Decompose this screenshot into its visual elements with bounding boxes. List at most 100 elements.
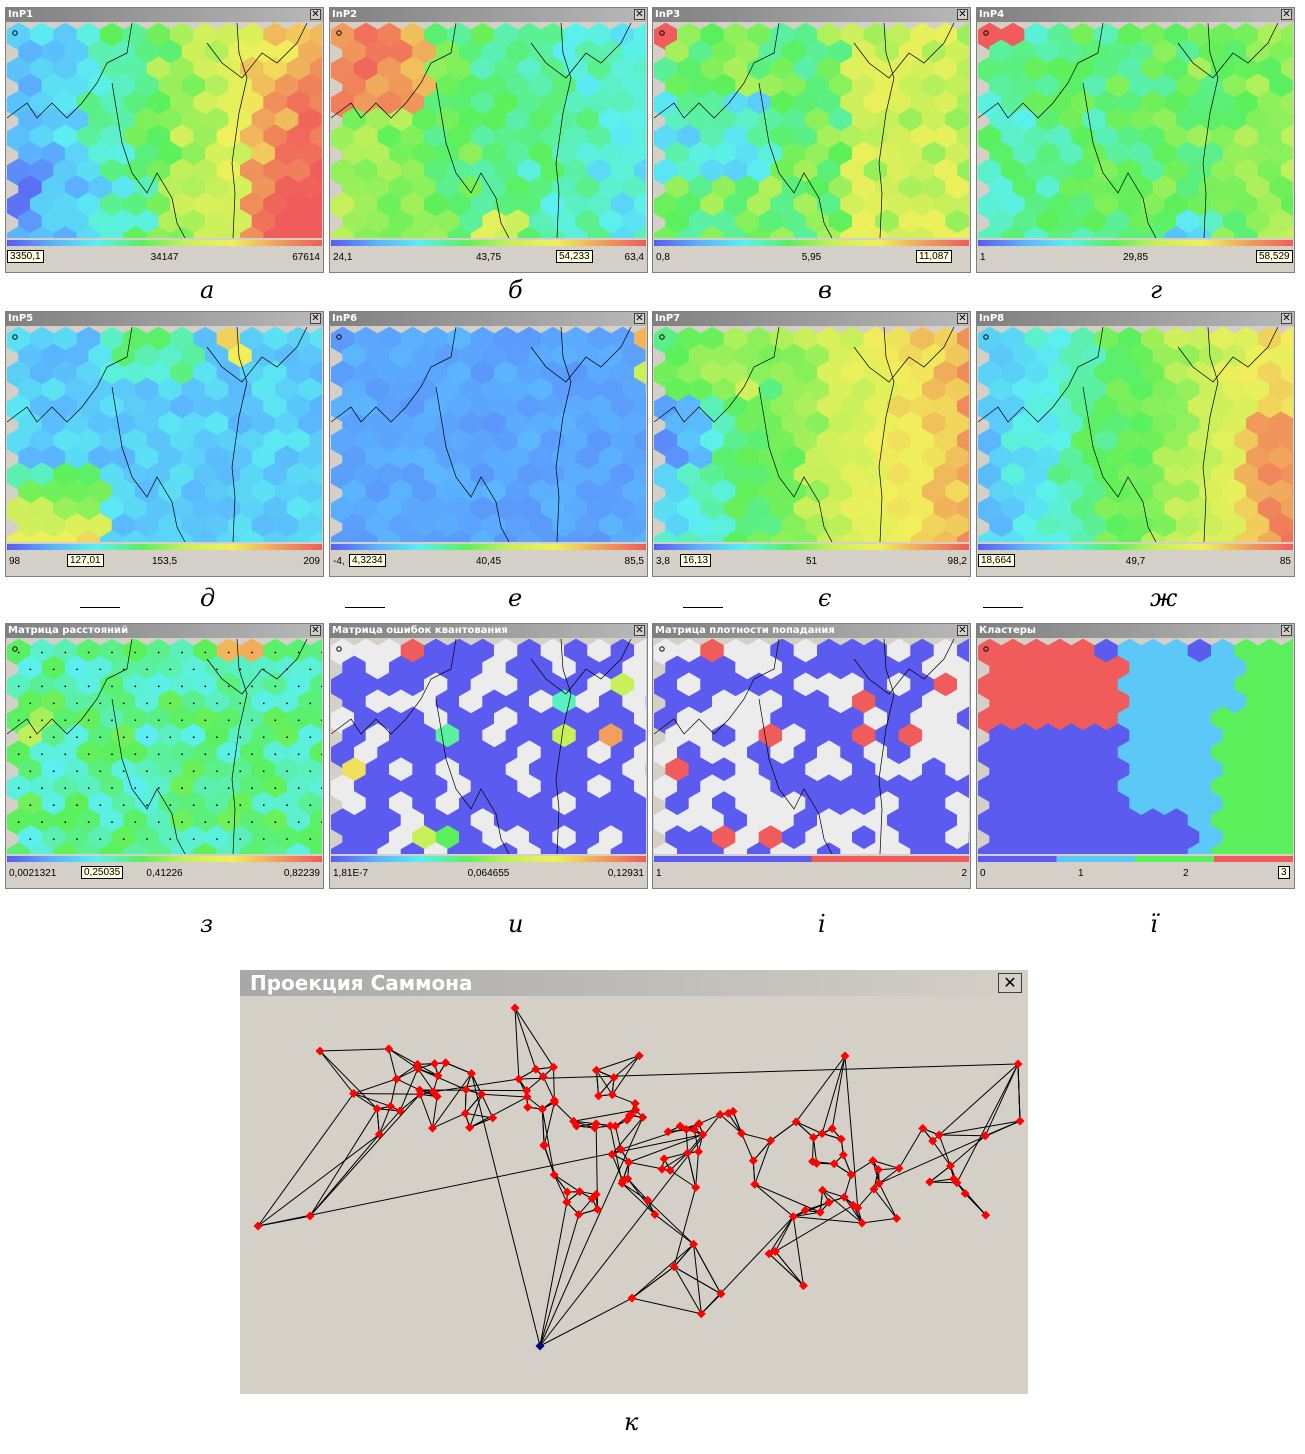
marker-icon [12, 30, 18, 36]
node-dot [321, 787, 322, 790]
som-map[interactable] [7, 23, 322, 238]
legend-current-value[interactable]: 58,529 [1256, 250, 1293, 263]
panel-caption: ї [1150, 910, 1158, 938]
close-icon[interactable]: ✕ [634, 9, 645, 20]
legend-current-value[interactable]: 54,233 [556, 250, 593, 263]
node-dot [251, 685, 253, 688]
node-dot [262, 702, 265, 705]
sammon-edge [857, 1188, 875, 1209]
som-map[interactable] [978, 639, 1293, 854]
sammon-edge [984, 1063, 1019, 1137]
color-scale [978, 240, 1293, 246]
map-cell [470, 530, 495, 542]
sammon-edge [939, 1120, 1021, 1136]
som-map[interactable] [7, 327, 322, 542]
legend-current-value[interactable]: 4,3234 [349, 554, 386, 567]
cluster-boundary [111, 82, 186, 238]
sammon-node [928, 1136, 938, 1146]
node-dot [146, 770, 148, 773]
sammon-node [535, 1341, 545, 1351]
node-dot [309, 804, 312, 807]
panel-caption: є [818, 584, 832, 612]
sammon-edge [775, 1204, 854, 1252]
sammon-edge [795, 1121, 823, 1134]
sammon-node [848, 1200, 858, 1210]
node-dot [192, 838, 195, 840]
map-cell [540, 842, 565, 854]
node-dot [76, 770, 78, 773]
sammon-node [514, 1074, 524, 1084]
close-icon[interactable]: ✕ [1281, 9, 1292, 20]
map-cell [30, 226, 54, 238]
sammon-node [694, 1119, 704, 1129]
legend-mid: 43,75 [475, 252, 502, 263]
map-cell [933, 530, 958, 542]
node-dot [181, 753, 183, 756]
sammon-plot [253, 1003, 1025, 1351]
node-dot [122, 736, 125, 739]
cluster-boundary [654, 327, 780, 423]
close-icon[interactable]: ✕ [310, 9, 321, 20]
som-map[interactable] [654, 327, 969, 542]
sammon-edge [553, 1174, 580, 1193]
close-icon[interactable]: ✕ [957, 9, 968, 20]
som-map[interactable] [654, 23, 969, 238]
som-map[interactable] [331, 639, 646, 854]
som-panel: InP6 ✕ -4, 40,45 85,5 4,3234 [329, 311, 648, 577]
close-icon[interactable]: ✕ [1281, 625, 1292, 636]
legend-current-value[interactable]: 16,13 [680, 554, 712, 567]
sammon-edge [843, 1174, 852, 1198]
close-icon[interactable]: ✕ [957, 313, 968, 324]
sammon-edge [319, 1048, 389, 1052]
som-map[interactable] [978, 327, 1293, 542]
map-cell [634, 842, 646, 854]
sammon-edge [541, 1108, 555, 1175]
node-dot [29, 770, 32, 773]
node-dot [41, 787, 43, 790]
sammon-edge [396, 1068, 419, 1080]
sammon-node [824, 1197, 834, 1207]
legend-current-value[interactable]: 3350,1 [7, 250, 44, 263]
legend-current-value[interactable]: 18,664 [978, 554, 1015, 567]
legend-current-value[interactable]: 0,25035 [81, 866, 124, 879]
panel-caption: ж [1150, 584, 1178, 612]
node-dot [157, 787, 160, 790]
color-scale [654, 856, 969, 862]
sammon-node [665, 1165, 675, 1175]
som-panel: InP1✕3350,134147676143350,1 [5, 7, 324, 273]
close-icon[interactable]: ✕ [1281, 313, 1292, 324]
sammon-node [952, 1178, 962, 1188]
node-dot [41, 753, 43, 756]
sammon-edge [539, 1214, 580, 1347]
som-map[interactable] [978, 23, 1293, 238]
panel-titlebar: InP7 ✕ [653, 312, 970, 326]
legend-current-value[interactable]: 11,087 [916, 250, 952, 263]
som-map[interactable] [331, 23, 646, 238]
map-cell [7, 842, 31, 854]
node-dot [52, 770, 55, 773]
close-icon[interactable]: ✕ [634, 313, 645, 324]
close-icon[interactable]: ✕ [310, 625, 321, 636]
sammon-edge [621, 1182, 648, 1201]
close-icon[interactable]: ✕ [634, 625, 645, 636]
caption-sammon: к [624, 1408, 639, 1436]
close-icon[interactable]: ✕ [998, 973, 1022, 993]
cluster-boundary [231, 23, 248, 238]
node-dot [262, 770, 265, 773]
sammon-node [846, 1170, 856, 1180]
close-icon[interactable]: ✕ [957, 625, 968, 636]
map-cell [654, 530, 678, 542]
som-map[interactable] [7, 639, 322, 854]
sammon-node [630, 1099, 640, 1109]
som-map[interactable] [654, 639, 969, 854]
legend-current-value[interactable]: 127,01 [67, 554, 104, 567]
som-panel: InP5 ✕ 98 153,5 209 127,01 [5, 311, 324, 577]
som-panel: InP4 ✕ 1 29,85 58,529 [976, 7, 1295, 273]
close-icon[interactable]: ✕ [310, 313, 321, 324]
map-cell [1117, 226, 1142, 238]
sammon-node [1013, 1059, 1023, 1069]
sammon-edge [929, 1178, 954, 1183]
legend-current-value[interactable]: 3 [1278, 866, 1290, 879]
legend-mid: 40,45 [475, 556, 502, 567]
som-map[interactable] [331, 327, 646, 542]
